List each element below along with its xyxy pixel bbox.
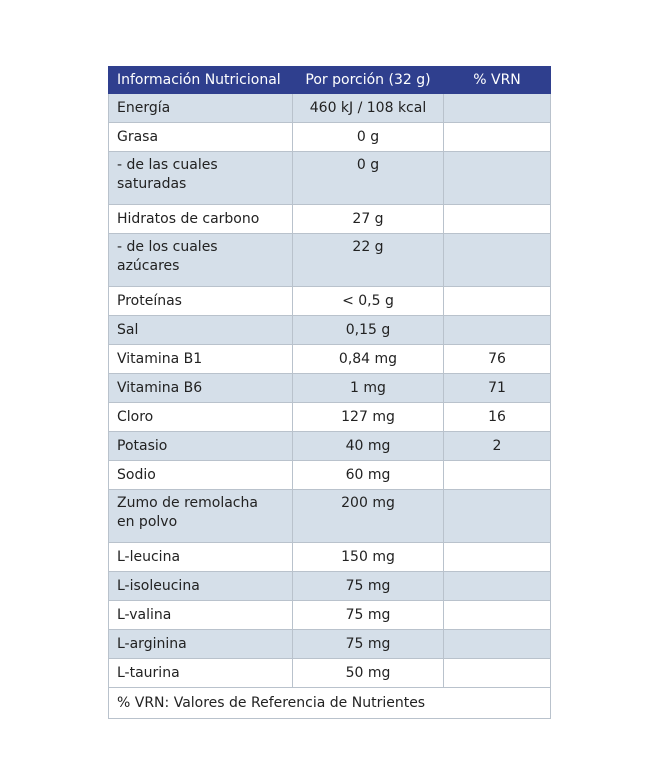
header-cell: % VRN (443, 66, 551, 94)
table-cell: L-leucina (108, 542, 293, 572)
table-cell (443, 286, 551, 316)
table-row: Potasio 40 mg 2 (108, 431, 551, 461)
table-cell: 150 mg (292, 542, 444, 572)
table-cell: 0,84 mg (292, 344, 444, 374)
table-row: L-leucina 150 mg (108, 542, 551, 572)
table-cell: - de los cuales azúcares (108, 233, 293, 287)
table-cell: 40 mg (292, 431, 444, 461)
table-cell (443, 315, 551, 345)
table-cell: 76 (443, 344, 551, 374)
table-cell (443, 489, 551, 543)
table-cell (443, 629, 551, 659)
table-row: L-arginina 75 mg (108, 629, 551, 659)
table-cell: 1 mg (292, 373, 444, 403)
table-cell: L-valina (108, 600, 293, 630)
table-row: Proteínas < 0,5 g (108, 286, 551, 316)
table-cell: - de las cuales saturadas (108, 151, 293, 205)
table-cell: 50 mg (292, 658, 444, 688)
table-row: L-taurina 50 mg (108, 658, 551, 688)
table-cell (443, 233, 551, 287)
table-cell: Proteínas (108, 286, 293, 316)
table-row: L-isoleucina 75 mg (108, 571, 551, 601)
footnote: % VRN: Valores de Referencia de Nutrient… (108, 687, 551, 719)
table-cell: L-taurina (108, 658, 293, 688)
table-row: Vitamina B1 0,84 mg 76 (108, 344, 551, 374)
table-cell: Sodio (108, 460, 293, 490)
table-cell: 71 (443, 373, 551, 403)
table-cell: 460 kJ / 108 kcal (292, 93, 444, 123)
table-row: Vitamina B6 1 mg 71 (108, 373, 551, 403)
table-cell: 60 mg (292, 460, 444, 490)
table-cell: L-isoleucina (108, 571, 293, 601)
table-cell (443, 151, 551, 205)
table-cell (443, 93, 551, 123)
table-cell: 16 (443, 402, 551, 432)
header-cell: Información Nutricional (108, 66, 293, 94)
table-cell (443, 542, 551, 572)
table-row: Hidratos de carbono 27 g (108, 204, 551, 234)
table-cell: Hidratos de carbono (108, 204, 293, 234)
table-cell: 0,15 g (292, 315, 444, 345)
table-cell: 22 g (292, 233, 444, 287)
table-cell: Vitamina B6 (108, 373, 293, 403)
table-cell (443, 460, 551, 490)
table-cell (443, 204, 551, 234)
table-cell: Energía (108, 93, 293, 123)
table-cell: 200 mg (292, 489, 444, 543)
header-row: Información Nutricional Por porción (32 … (108, 66, 551, 94)
table-cell (443, 658, 551, 688)
table-cell (443, 571, 551, 601)
table-row: Cloro 127 mg 16 (108, 402, 551, 432)
table-row: Grasa 0 g (108, 122, 551, 152)
table-cell: L-arginina (108, 629, 293, 659)
table-cell (443, 600, 551, 630)
table-cell: Vitamina B1 (108, 344, 293, 374)
nutrition-table: Información Nutricional Por porción (32 … (108, 66, 551, 719)
table-cell: Zumo de remolacha en polvo (108, 489, 293, 543)
table-cell: 75 mg (292, 571, 444, 601)
table-row: L-valina 75 mg (108, 600, 551, 630)
table-cell: 75 mg (292, 629, 444, 659)
table-cell: 127 mg (292, 402, 444, 432)
table-row: Zumo de remolacha en polvo 200 mg (108, 489, 551, 543)
table-row: - de los cuales azúcares 22 g (108, 233, 551, 287)
table-cell: 27 g (292, 204, 444, 234)
table-cell: Sal (108, 315, 293, 345)
table-row: Sal 0,15 g (108, 315, 551, 345)
table-cell (443, 122, 551, 152)
header-cell: Por porción (32 g) (292, 66, 444, 94)
table-row: - de las cuales saturadas 0 g (108, 151, 551, 205)
table-cell: Cloro (108, 402, 293, 432)
table-cell: Grasa (108, 122, 293, 152)
table-cell: 0 g (292, 151, 444, 205)
table-cell: 0 g (292, 122, 444, 152)
table-cell: 75 mg (292, 600, 444, 630)
footnote-row: % VRN: Valores de Referencia de Nutrient… (108, 687, 551, 719)
table-row: Sodio 60 mg (108, 460, 551, 490)
table-row: Energía 460 kJ / 108 kcal (108, 93, 551, 123)
table-body: Energía 460 kJ / 108 kcal Grasa 0 g- de las… (108, 93, 551, 688)
table-cell: 2 (443, 431, 551, 461)
table-cell: < 0,5 g (292, 286, 444, 316)
table-cell: Potasio (108, 431, 293, 461)
